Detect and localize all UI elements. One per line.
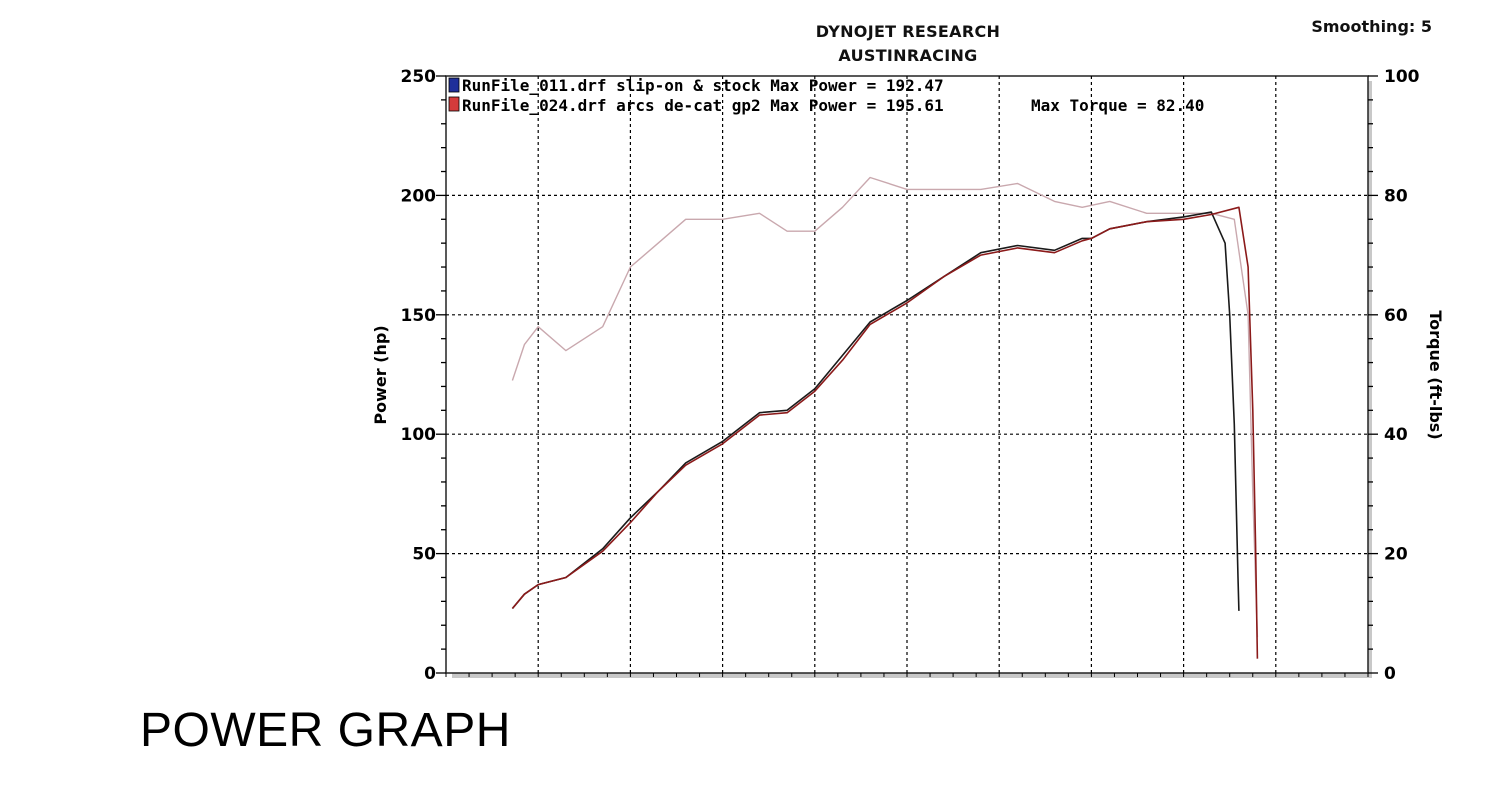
right-axis-ticks: 0 20 40 60 80 100 <box>1368 67 1420 684</box>
legend: RunFile_011.drf slip-on & stock Max Powe… <box>448 76 1204 115</box>
chart-title: DYNOJET RESEARCH <box>815 22 1001 41</box>
series-line-torque <box>511 176 1259 638</box>
right-axis-tick-label: 80 <box>1384 186 1408 206</box>
right-axis-tick-label: 60 <box>1384 306 1408 326</box>
grid-lines <box>446 76 1368 673</box>
legend-swatch-run1 <box>448 77 460 93</box>
left-axis-tick-label: 0 <box>424 664 436 684</box>
left-axis-ticks: 0 50 100 150 200 250 <box>401 67 1369 684</box>
left-axis-tick-label: 150 <box>401 306 437 326</box>
legend-entry-run1: RunFile_011.drf slip-on & stock Max Powe… <box>462 76 944 95</box>
legend-swatch-run2 <box>448 96 460 112</box>
series-group <box>511 176 1259 659</box>
left-axis-tick-label: 200 <box>401 186 437 206</box>
right-axis-tick-label: 20 <box>1384 545 1408 565</box>
left-axis-tick-label: 250 <box>401 67 437 87</box>
legend-max-torque: Max Torque = 82.40 <box>1031 96 1204 115</box>
right-axis-tick-label: 40 <box>1384 425 1408 445</box>
left-axis-tick-label: 100 <box>401 425 437 445</box>
chart-subtitle: AUSTINRACING <box>838 46 978 65</box>
right-axis-label: Torque (ft-lbs) <box>1426 310 1445 439</box>
left-axis-label: Power (hp) <box>371 325 390 424</box>
right-axis-tick-label: 100 <box>1384 67 1420 87</box>
power-graph-caption: POWER GRAPH <box>140 704 511 757</box>
legend-entry-run2: RunFile_024.drf arcs de-cat gp2 Max Powe… <box>462 96 944 115</box>
right-axis-tick-label: 0 <box>1384 664 1396 684</box>
left-axis-tick-label: 50 <box>412 545 436 565</box>
series-line-run2 <box>511 206 1259 659</box>
plot-area <box>445 75 1369 674</box>
series-line-run1 <box>511 211 1240 611</box>
smoothing-label: Smoothing: 5 <box>1311 17 1432 36</box>
